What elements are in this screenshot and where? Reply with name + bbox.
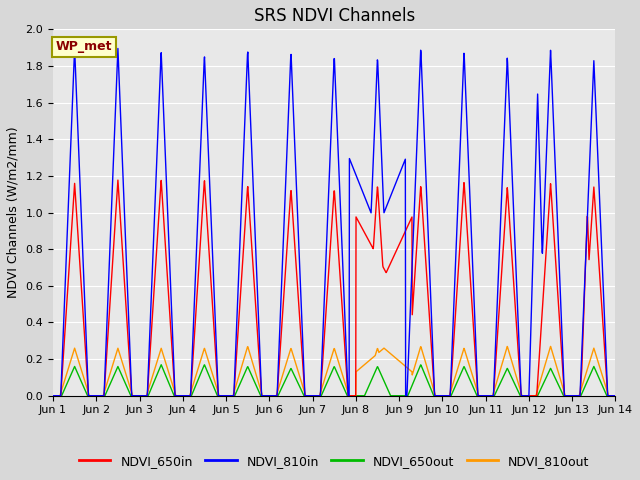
Title: SRS NDVI Channels: SRS NDVI Channels	[253, 7, 415, 25]
Y-axis label: NDVI Channels (W/m2/mm): NDVI Channels (W/m2/mm)	[7, 127, 20, 299]
Text: WP_met: WP_met	[56, 40, 112, 53]
Legend: NDVI_650in, NDVI_810in, NDVI_650out, NDVI_810out: NDVI_650in, NDVI_810in, NDVI_650out, NDV…	[74, 450, 594, 473]
